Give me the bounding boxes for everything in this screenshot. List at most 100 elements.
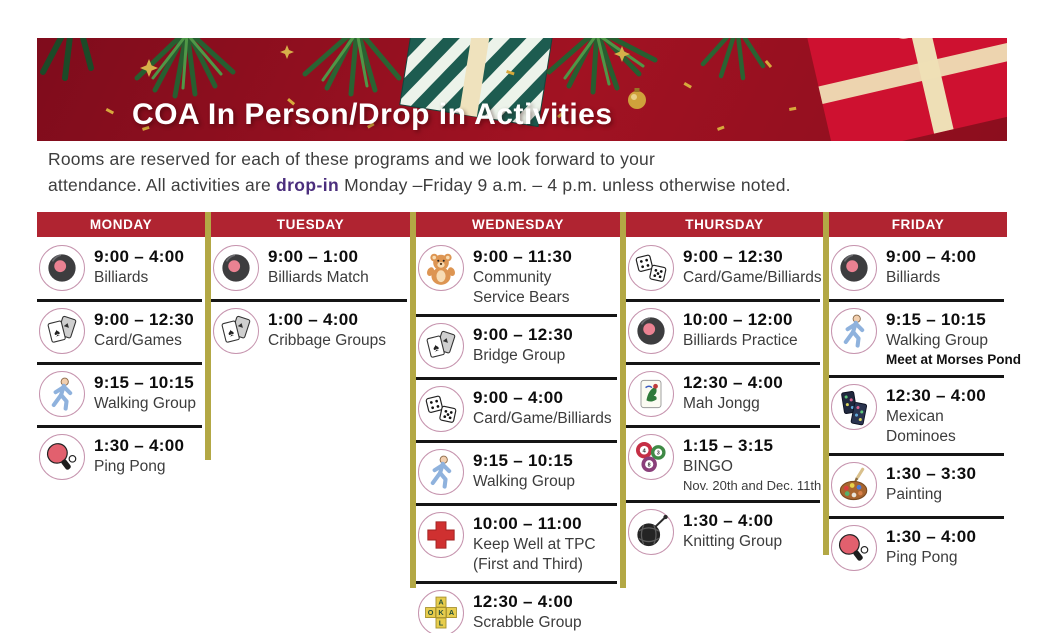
activity-text: 9:00 – 4:00 Billiards — [886, 245, 976, 288]
activity-item: 1:30 – 4:00 Knitting Group — [626, 504, 823, 562]
activity-item: ♠ 1:00 – 4:00 Cribbage Groups — [211, 303, 410, 361]
activity-text: 9:00 – 12:30 Card/Games — [94, 308, 194, 351]
activity-time: 12:30 – 4:00 — [473, 592, 574, 611]
activity-text: 1:30 – 4:00 Ping Pong — [94, 434, 184, 477]
item-separator — [37, 299, 202, 302]
activity-time: 1:30 – 4:00 — [886, 527, 977, 546]
activity-item: ♠ 9:00 – 12:30 Bridge Group — [416, 318, 620, 376]
column-divider — [823, 212, 829, 555]
activity-item: 9:00 – 11:30 Community Service Bears — [416, 240, 620, 313]
activity-label: Scrabble Group — [473, 614, 582, 631]
ornament-icon — [628, 88, 646, 109]
activity-label: Walking Group — [886, 332, 988, 349]
activity-label: Community Service Bears — [473, 269, 570, 306]
item-separator — [626, 299, 820, 302]
activity-label: Bridge Group — [473, 347, 566, 364]
item-separator — [829, 299, 1004, 302]
pine-branch-icon — [563, 38, 645, 86]
column-divider — [620, 212, 626, 588]
activity-time: 1:30 – 3:30 — [886, 464, 977, 483]
svg-text:A: A — [438, 597, 444, 606]
billiard-ball-icon — [39, 245, 85, 291]
day-header: WEDNESDAY — [416, 212, 620, 237]
activity-item: 10:00 – 12:00 Billiards Practice — [626, 303, 823, 361]
day-header: MONDAY — [37, 212, 205, 237]
activity-time: 10:00 – 12:00 — [683, 310, 793, 329]
yarn-ball-icon — [628, 509, 674, 555]
activity-item: 9:00 – 12:30 Card/Game/Billiards — [626, 240, 823, 298]
dice-icon — [628, 245, 674, 291]
column-divider — [410, 212, 416, 588]
activity-text: 9:00 – 1:00 Billiards Match — [268, 245, 369, 288]
activity-label: Card/Game/Billiards — [473, 410, 612, 427]
activity-item: 9:15 – 10:15 Walking Group Meet at Morse… — [829, 303, 1021, 374]
activity-item: 9:00 – 4:00 Billiards — [37, 240, 205, 298]
ping-pong-paddle-icon — [831, 525, 877, 571]
item-separator — [416, 440, 617, 443]
intro-line2-end: Monday –Friday 9 a.m. – 4 p.m. unless ot… — [339, 175, 791, 195]
activity-time: 9:00 – 12:30 — [683, 247, 784, 266]
billiard-ball-icon — [628, 308, 674, 354]
activity-time: 9:15 – 10:15 — [94, 373, 195, 392]
day-column-wednesday: WEDNESDAY 9:00 – 11:30 Community Service… — [416, 212, 620, 633]
dominoes-icon — [831, 384, 877, 430]
item-separator — [626, 425, 820, 428]
activity-label: Painting — [886, 486, 943, 503]
item-separator — [211, 299, 407, 302]
activity-label: Mah Jongg — [683, 395, 760, 412]
svg-text:♠: ♠ — [227, 327, 236, 340]
svg-text:♠: ♠ — [432, 342, 441, 355]
festive-banner: COA In Person/Drop in Activities — [37, 38, 1007, 141]
day-header: TUESDAY — [211, 212, 410, 237]
activity-text: 1:30 – 4:00 Knitting Group — [683, 509, 782, 552]
activity-time: 9:00 – 4:00 — [94, 247, 185, 266]
activity-time: 9:00 – 4:00 — [886, 247, 977, 266]
mahjong-tile-icon — [628, 371, 674, 417]
activity-text: 9:00 – 11:30 Community Service Bears — [473, 245, 572, 308]
activity-item: 9:00 – 4:00 Card/Game/Billiards — [416, 381, 620, 439]
pine-branch-icon — [546, 38, 658, 95]
activity-time: 12:30 – 4:00 — [683, 373, 784, 392]
item-separator — [416, 581, 617, 584]
activity-label: Walking Group — [94, 395, 196, 412]
activity-text: 10:00 – 11:00 Keep Well at TPC (First an… — [473, 512, 596, 575]
activity-text: 9:00 – 12:30 Bridge Group — [473, 323, 573, 366]
activity-text: 9:15 – 10:15 Walking Group — [94, 371, 196, 414]
teddy-bear-icon — [418, 245, 464, 291]
activity-time: 9:00 – 1:00 — [268, 247, 359, 266]
svg-text:♠: ♠ — [53, 327, 62, 340]
red-cross-icon — [418, 512, 464, 558]
banner-decoration — [40, 38, 1007, 141]
activity-label: Knitting Group — [683, 533, 783, 550]
schedule-grid: MONDAY 9:00 – 4:00 Billiards ♠ 9:00 – 12… — [37, 212, 1021, 633]
playing-cards-icon: ♠ — [39, 308, 85, 354]
svg-text:O: O — [428, 608, 434, 617]
activity-item: 12:30 – 4:00 Mah Jongg — [626, 366, 823, 424]
day-items: 9:00 – 12:30 Card/Game/Billiards 10:00 –… — [626, 237, 823, 562]
pine-branch-icon — [321, 38, 369, 88]
activity-time: 9:00 – 12:30 — [94, 310, 195, 329]
intro-line2: attendance. All activities are — [48, 175, 276, 195]
walking-person-icon — [39, 371, 85, 417]
item-separator — [416, 503, 617, 506]
activity-time: 9:00 – 12:30 — [473, 325, 574, 344]
svg-text:3: 3 — [657, 451, 660, 457]
item-separator — [416, 377, 617, 380]
activity-item: 9:15 – 10:15 Walking Group — [37, 366, 205, 424]
activity-text: 9:00 – 4:00 Billiards — [94, 245, 184, 288]
item-separator — [416, 314, 617, 317]
day-column-thursday: THURSDAY 9:00 – 12:30 Card/Game/Billiard… — [626, 212, 823, 562]
activity-label: Card/Games — [94, 332, 182, 349]
activity-text: 1:00 – 4:00 Cribbage Groups — [268, 308, 386, 351]
billiard-ball-icon — [831, 245, 877, 291]
item-separator — [626, 500, 820, 503]
activity-time: 1:15 – 3:15 — [683, 436, 774, 455]
activity-item: 12:30 – 4:00 Mexican Dominoes — [829, 379, 1007, 452]
day-items: 9:00 – 1:00 Billiards Match ♠ 1:00 – 4:0… — [211, 237, 410, 361]
activity-label: Card/Game/Billiards — [683, 269, 822, 286]
activity-text: 1:15 – 3:15 BINGO Nov. 20th and Dec. 11t… — [683, 434, 821, 494]
activity-time: 10:00 – 11:00 — [473, 514, 582, 533]
